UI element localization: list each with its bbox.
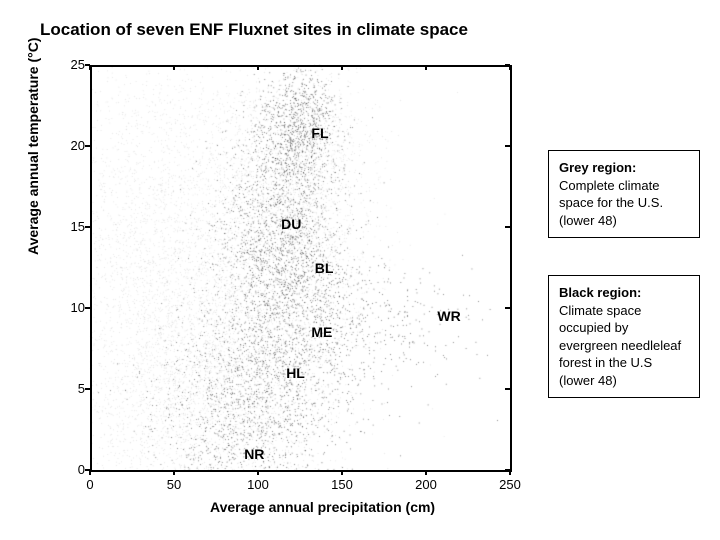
- site-label-fl: FL: [311, 125, 328, 141]
- page-title: Location of seven ENF Fluxnet sites in c…: [40, 20, 468, 40]
- x-tick-mark: [425, 470, 427, 475]
- x-tick-label: 50: [159, 477, 189, 492]
- site-label-bl: BL: [315, 260, 334, 276]
- x-tick-mark: [89, 470, 91, 475]
- legend-black-title: Black region:: [559, 285, 641, 300]
- y-tick-label: 20: [65, 138, 85, 153]
- x-tick-mark: [509, 65, 511, 70]
- x-tick-mark: [341, 470, 343, 475]
- x-tick-mark: [341, 65, 343, 70]
- site-label-me: ME: [311, 324, 332, 340]
- y-tick-mark: [85, 307, 90, 309]
- y-tick-mark: [505, 388, 510, 390]
- x-tick-mark: [509, 470, 511, 475]
- x-tick-label: 250: [495, 477, 525, 492]
- y-tick-mark: [85, 145, 90, 147]
- x-tick-label: 100: [243, 477, 273, 492]
- x-tick-mark: [173, 65, 175, 70]
- x-tick-mark: [173, 470, 175, 475]
- y-axis-label: Average annual temperature (°C): [25, 38, 41, 255]
- climate-scatter-chart: Average annual temperature (°C) Average …: [30, 55, 530, 510]
- x-tick-label: 150: [327, 477, 357, 492]
- y-tick-mark: [505, 145, 510, 147]
- y-tick-mark: [505, 307, 510, 309]
- legend-grey-title: Grey region:: [559, 160, 636, 175]
- y-tick-label: 10: [65, 300, 85, 315]
- y-tick-mark: [505, 226, 510, 228]
- x-tick-mark: [257, 65, 259, 70]
- site-label-nr: NR: [244, 446, 264, 462]
- x-tick-mark: [89, 65, 91, 70]
- x-axis-label: Average annual precipitation (cm): [210, 499, 435, 515]
- legend-black: Black region: Climate space occupied by …: [548, 275, 700, 398]
- y-tick-label: 25: [65, 57, 85, 72]
- site-label-hl: HL: [286, 365, 305, 381]
- site-label-wr: WR: [437, 308, 460, 324]
- x-tick-mark: [257, 470, 259, 475]
- legend-black-text: Climate space occupied by evergreen need…: [559, 303, 681, 388]
- y-tick-mark: [85, 388, 90, 390]
- plot-frame: [90, 65, 512, 472]
- x-tick-mark: [425, 65, 427, 70]
- legend-grey-text: Complete climate space for the U.S. (low…: [559, 178, 663, 228]
- plot-frame-top: [90, 65, 510, 67]
- site-label-du: DU: [281, 216, 301, 232]
- y-tick-label: 0: [65, 462, 85, 477]
- x-tick-label: 0: [75, 477, 105, 492]
- y-tick-label: 5: [65, 381, 85, 396]
- x-tick-label: 200: [411, 477, 441, 492]
- y-tick-mark: [85, 226, 90, 228]
- plot-frame-right: [510, 65, 512, 470]
- legend-grey: Grey region: Complete climate space for …: [548, 150, 700, 238]
- y-tick-label: 15: [65, 219, 85, 234]
